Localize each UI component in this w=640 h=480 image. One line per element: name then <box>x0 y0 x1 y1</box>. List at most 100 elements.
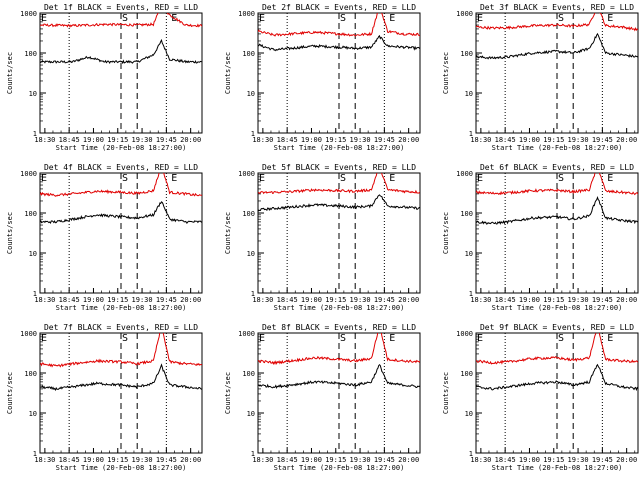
y-tick-label: 1000 <box>20 170 37 178</box>
x-axis-label: Start Time (20-Feb-08 18:27:00) <box>492 144 623 152</box>
x-tick-label: 19:00 <box>519 456 540 464</box>
x-tick-label: 20:00 <box>398 296 419 304</box>
marker-e-end: E <box>171 333 177 344</box>
x-tick-label: 18:30 <box>34 296 55 304</box>
marker-e-start: E <box>259 13 265 24</box>
lld-series-line <box>40 173 202 197</box>
y-tick-label: 1 <box>251 130 255 138</box>
x-axis-label: Start Time (20-Feb-08 18:27:00) <box>56 144 187 152</box>
panel-title: Det 6f BLACK = Events, RED = LLD <box>480 163 634 172</box>
y-tick-label: 1 <box>469 450 473 458</box>
marker-e-end: E <box>607 333 613 344</box>
x-axis-label: Start Time (20-Feb-08 18:27:00) <box>274 464 405 472</box>
x-tick-label: 19:00 <box>519 296 540 304</box>
lld-series-line <box>40 333 202 368</box>
marker-s: S <box>558 13 564 24</box>
x-tick-label: 18:45 <box>495 136 516 144</box>
events-series-line <box>476 32 638 60</box>
x-tick-label: 19:15 <box>543 296 564 304</box>
y-tick-label: 1 <box>251 290 255 298</box>
x-axis-label: Start Time (20-Feb-08 18:27:00) <box>274 304 405 312</box>
x-tick-label: 19:30 <box>568 296 589 304</box>
x-tick-label: 20:00 <box>616 296 637 304</box>
marker-s: S <box>122 173 128 184</box>
y-axis-label: Counts/sec <box>442 52 450 94</box>
y-axis-label: Counts/sec <box>442 212 450 254</box>
panel-title: Det 2f BLACK = Events, RED = LLD <box>262 3 416 12</box>
x-tick-label: 18:30 <box>34 136 55 144</box>
x-tick-label: 20:00 <box>180 136 201 144</box>
y-tick-label: 1 <box>251 450 255 458</box>
marker-e-end: E <box>389 13 395 24</box>
x-axis-label: Start Time (20-Feb-08 18:27:00) <box>56 464 187 472</box>
lld-series-line <box>258 13 420 37</box>
events-series-line <box>258 363 420 390</box>
marker-e-start: E <box>477 13 483 24</box>
y-tick-label: 1 <box>33 290 37 298</box>
y-tick-label: 1000 <box>20 330 37 338</box>
y-tick-label: 10 <box>465 90 473 98</box>
marker-s: S <box>122 13 128 24</box>
x-tick-label: 18:45 <box>277 136 298 144</box>
y-tick-label: 10 <box>465 410 473 418</box>
marker-e-start: E <box>41 173 47 184</box>
y-tick-label: 100 <box>460 370 473 378</box>
x-tick-label: 19:30 <box>350 136 371 144</box>
y-tick-label: 100 <box>24 50 37 58</box>
y-tick-label: 100 <box>242 210 255 218</box>
detector-panel: Det 1f BLACK = Events, RED = LLD 1 10 100 10… <box>6 3 203 152</box>
x-tick-label: 19:45 <box>374 456 395 464</box>
y-axis-label: Counts/sec <box>442 372 450 414</box>
y-tick-label: 10 <box>247 250 255 258</box>
y-tick-label: 100 <box>460 210 473 218</box>
x-tick-label: 20:00 <box>616 136 637 144</box>
x-tick-label: 18:45 <box>59 296 80 304</box>
marker-e-end: E <box>389 173 395 184</box>
x-tick-label: 19:00 <box>301 456 322 464</box>
detector-panel: Det 9f BLACK = Events, RED = LLD 1 10 100 10… <box>442 323 639 472</box>
x-tick-label: 19:30 <box>350 456 371 464</box>
events-series-line <box>40 363 202 392</box>
x-tick-label: 19:15 <box>107 456 128 464</box>
marker-s: S <box>122 333 128 344</box>
y-tick-label: 1 <box>469 130 473 138</box>
detector-panel: Det 3f BLACK = Events, RED = LLD 1 10 100 10… <box>442 3 639 152</box>
x-tick-label: 19:00 <box>301 136 322 144</box>
x-tick-label: 19:00 <box>301 296 322 304</box>
marker-e-end: E <box>607 173 613 184</box>
x-tick-label: 19:30 <box>132 136 153 144</box>
marker-e-end: E <box>607 13 613 24</box>
detector-panel: Det 2f BLACK = Events, RED = LLD 1 10 100 10… <box>224 3 421 152</box>
panel-title: Det 3f BLACK = Events, RED = LLD <box>480 3 634 12</box>
x-tick-label: 19:30 <box>568 136 589 144</box>
x-tick-label: 18:30 <box>252 296 273 304</box>
y-tick-label: 1000 <box>238 170 255 178</box>
x-tick-label: 19:15 <box>107 136 128 144</box>
lld-series-line <box>476 173 638 196</box>
y-axis-label: Counts/sec <box>224 212 232 254</box>
y-tick-label: 10 <box>465 250 473 258</box>
y-tick-label: 1000 <box>456 10 473 18</box>
y-tick-label: 10 <box>247 90 255 98</box>
y-tick-label: 10 <box>29 410 37 418</box>
x-tick-label: 19:45 <box>156 456 177 464</box>
x-tick-label: 20:00 <box>180 296 201 304</box>
x-tick-label: 19:45 <box>592 136 613 144</box>
marker-e-end: E <box>389 333 395 344</box>
x-tick-label: 19:00 <box>83 296 104 304</box>
x-tick-label: 18:45 <box>277 296 298 304</box>
x-tick-label: 19:15 <box>325 136 346 144</box>
x-axis-label: Start Time (20-Feb-08 18:27:00) <box>56 304 187 312</box>
events-series-line <box>40 201 202 224</box>
y-axis-label: Counts/sec <box>6 372 14 414</box>
x-tick-label: 18:45 <box>495 456 516 464</box>
x-tick-label: 18:45 <box>59 456 80 464</box>
y-tick-label: 10 <box>29 90 37 98</box>
y-tick-label: 1000 <box>456 170 473 178</box>
x-tick-label: 19:45 <box>374 136 395 144</box>
panel-title: Det 1f BLACK = Events, RED = LLD <box>44 3 198 12</box>
marker-s: S <box>340 13 346 24</box>
marker-e-start: E <box>41 333 47 344</box>
x-tick-label: 18:30 <box>252 136 273 144</box>
